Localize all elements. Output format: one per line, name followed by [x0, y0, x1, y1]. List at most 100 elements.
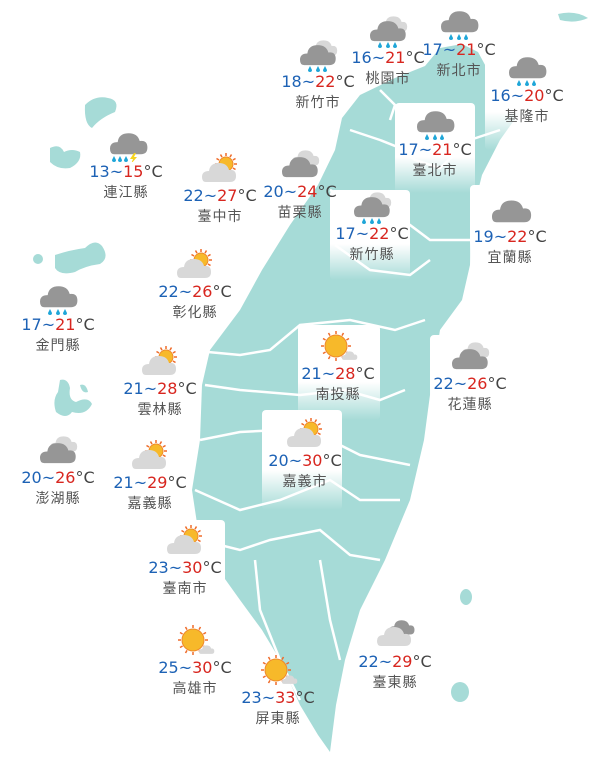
temperature-range: 20~26°C [3, 468, 113, 488]
range-separator: ~ [41, 468, 56, 487]
city-forecast[interactable]: 21~29°C 嘉義縣 [95, 439, 205, 515]
temperature-range: 22~29°C [340, 652, 450, 672]
temperature-range: 13~15°C [71, 162, 181, 182]
green-island [460, 589, 472, 605]
city-name: 臺南市 [162, 581, 208, 597]
city-name: 臺北市 [412, 163, 458, 179]
city-forecast[interactable]: 21~28°C 雲林縣 [105, 345, 215, 421]
range-separator: ~ [355, 224, 370, 243]
unit: °C [75, 315, 95, 334]
unit: °C [452, 140, 472, 159]
high-temp: 15 [123, 162, 144, 181]
range-separator: ~ [283, 182, 298, 201]
label-backdrop [470, 185, 530, 280]
range-separator: ~ [168, 558, 183, 577]
city-name: 新竹縣 [349, 247, 395, 263]
city-forecast[interactable]: 21~28°C 南投縣 [283, 330, 393, 406]
city-forecast[interactable]: 16~20°C 基隆市 [472, 52, 582, 128]
rain-cloudy-icon [354, 192, 392, 224]
city-forecast[interactable]: 20~24°C 苗栗縣 [245, 148, 355, 224]
unit: °C [322, 451, 342, 470]
temperature-range: 20~24°C [245, 182, 355, 202]
temperature-range: 17~22°C [317, 224, 427, 244]
city-forecast[interactable]: 23~30°C 臺南市 [130, 524, 240, 600]
rain-icon [441, 11, 479, 40]
city-name: 臺中市 [197, 209, 243, 225]
city-forecast[interactable]: 19~22°C 宜蘭縣 [455, 193, 565, 269]
rain-icon [417, 111, 455, 140]
high-temp: 21 [385, 48, 406, 67]
city-name: 金門縣 [35, 338, 81, 354]
low-temp: 17 [398, 140, 419, 159]
range-separator: ~ [288, 451, 303, 470]
temperature-range: 17~21°C [404, 40, 514, 60]
high-temp: 28 [157, 379, 178, 398]
range-separator: ~ [493, 227, 508, 246]
city-name: 基隆市 [504, 109, 550, 125]
city-forecast[interactable]: 13~15°C 連江縣 [71, 128, 181, 204]
range-separator: ~ [510, 86, 525, 105]
high-temp: 29 [392, 652, 413, 671]
range-separator: ~ [371, 48, 386, 67]
temperature-range: 17~21°C [380, 140, 490, 160]
high-temp: 27 [217, 186, 238, 205]
low-temp: 19 [473, 227, 494, 246]
unit: °C [544, 86, 564, 105]
low-temp: 22 [158, 282, 179, 301]
unit: °C [405, 48, 425, 67]
city-forecast[interactable]: 17~21°C 新北市 [404, 6, 514, 82]
range-separator: ~ [143, 379, 158, 398]
range-separator: ~ [442, 40, 457, 59]
low-temp: 22 [433, 374, 454, 393]
unit: °C [237, 186, 257, 205]
high-temp: 21 [432, 140, 453, 159]
high-temp: 28 [335, 364, 356, 383]
city-forecast[interactable]: 22~27°C 臺中市 [165, 152, 275, 228]
high-temp: 26 [192, 282, 213, 301]
range-separator: ~ [378, 652, 393, 671]
city-name: 嘉義縣 [127, 496, 173, 512]
temperature-range: 16~20°C [472, 86, 582, 106]
temperature-range: 25~30°C [140, 658, 250, 678]
city-forecast[interactable]: 20~30°C 嘉義市 [250, 417, 360, 493]
high-temp: 21 [55, 315, 76, 334]
city-forecast[interactable]: 22~26°C 花蓮縣 [415, 340, 525, 416]
range-separator: ~ [321, 364, 336, 383]
city-forecast[interactable]: 17~21°C 金門縣 [3, 281, 113, 357]
city-forecast[interactable]: 18~22°C 新竹市 [263, 38, 373, 114]
unit: °C [295, 688, 315, 707]
low-temp: 18 [281, 72, 302, 91]
overcast-icon [492, 200, 532, 223]
rain-cloudy-icon [370, 16, 408, 48]
range-separator: ~ [301, 72, 316, 91]
city-forecast[interactable]: 17~21°C 臺北市 [380, 106, 490, 182]
unit: °C [212, 282, 232, 301]
high-temp: 33 [275, 688, 296, 707]
city-forecast[interactable]: 25~30°C 高雄市 [140, 624, 250, 700]
city-name: 新北市 [436, 63, 482, 79]
city-forecast[interactable]: 20~26°C 澎湖縣 [3, 434, 113, 510]
partly-cloudy-icon [177, 249, 212, 278]
unit: °C [389, 224, 409, 243]
range-separator: ~ [41, 315, 56, 334]
high-temp: 30 [302, 451, 323, 470]
orchid-island [451, 682, 469, 702]
city-forecast[interactable]: 16~21°C 桃園市 [333, 14, 443, 90]
city-name: 雲林縣 [137, 402, 183, 418]
city-forecast[interactable]: 22~29°C 臺東縣 [340, 618, 450, 694]
unit: °C [317, 182, 337, 201]
temperature-range: 16~21°C [333, 48, 443, 68]
unit: °C [75, 468, 95, 487]
low-temp: 13 [89, 162, 110, 181]
city-forecast[interactable]: 17~22°C 新竹縣 [317, 190, 427, 266]
partly-cloudy-icon [167, 525, 202, 554]
city-forecast[interactable]: 22~26°C 彰化縣 [140, 248, 250, 324]
city-name: 新竹市 [295, 95, 341, 111]
city-name: 宜蘭縣 [487, 250, 533, 266]
low-temp: 22 [183, 186, 204, 205]
city-name: 嘉義市 [282, 474, 328, 490]
city-forecast[interactable]: 23~33°C 屏東縣 [223, 654, 333, 730]
city-name: 苗栗縣 [277, 205, 323, 221]
unit: °C [355, 364, 375, 383]
low-temp: 21 [123, 379, 144, 398]
